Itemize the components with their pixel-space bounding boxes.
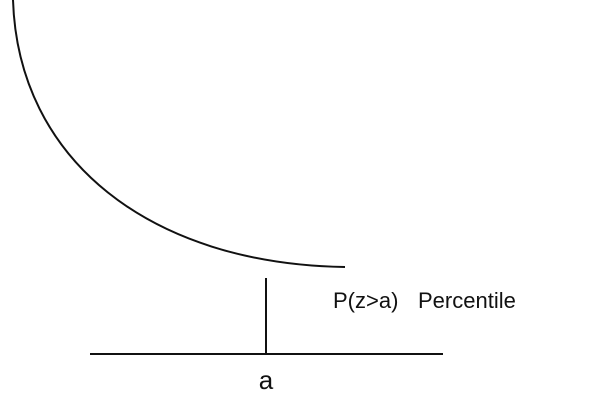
percentile-label: Percentile: [418, 288, 516, 313]
density-curve: [12, 0, 346, 268]
probability-label: P(z>a): [333, 288, 398, 313]
point-label: a: [259, 365, 274, 395]
